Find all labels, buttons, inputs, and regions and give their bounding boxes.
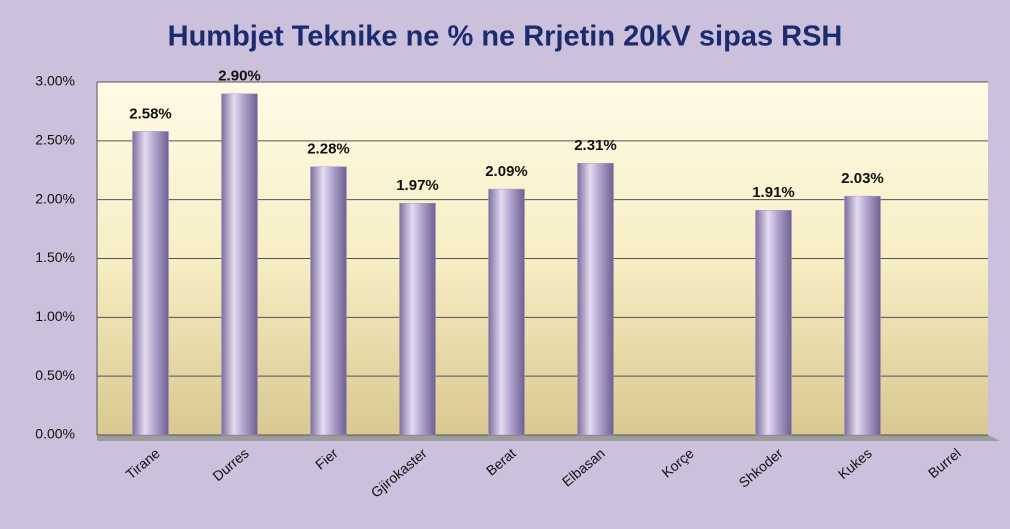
bar (310, 166, 347, 436)
value-label: 1.97% (396, 177, 439, 194)
bar (132, 131, 169, 436)
y-tick-label: 0.00% (35, 426, 75, 442)
value-label: 2.90% (218, 68, 261, 85)
bar (577, 162, 614, 436)
y-tick-label: 1.50% (35, 249, 75, 265)
value-label: 2.31% (574, 137, 617, 154)
value-label: 1.91% (752, 184, 795, 201)
bar (399, 202, 436, 436)
y-tick-label: 2.00% (35, 190, 75, 206)
bar (844, 195, 881, 436)
bar (488, 188, 525, 436)
value-label: 2.58% (129, 105, 172, 122)
y-tick-label: 0.50% (35, 367, 75, 383)
bar (755, 210, 792, 436)
y-tick-label: 2.50% (35, 132, 75, 148)
floor (97, 435, 1000, 441)
bar (221, 93, 258, 436)
y-tick-label: 1.00% (35, 308, 75, 324)
value-label: 2.03% (841, 170, 884, 187)
value-label: 2.28% (307, 141, 350, 158)
y-tick-label: 3.00% (35, 73, 75, 89)
chart-title: Humbjet Teknike ne % ne Rrjetin 20kV sip… (168, 21, 843, 53)
value-label: 2.09% (485, 163, 528, 180)
